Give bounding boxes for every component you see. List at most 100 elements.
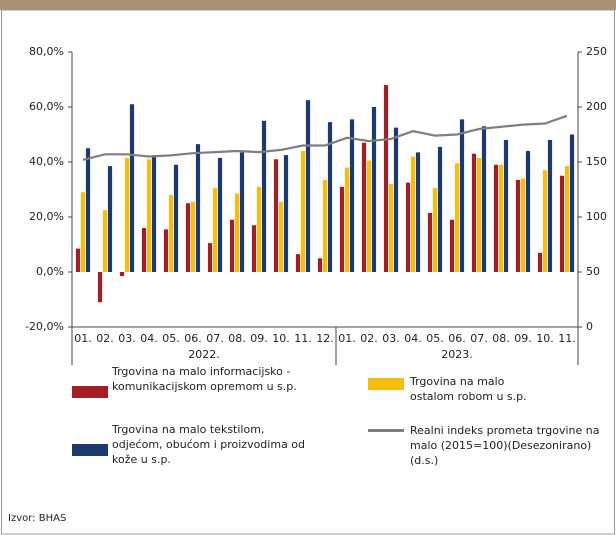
bar	[559, 175, 565, 272]
bar	[569, 134, 575, 272]
bar	[124, 157, 130, 272]
x-group-label: 2022.	[188, 348, 220, 361]
x-tick-label: 10.	[272, 332, 290, 345]
bar	[344, 167, 350, 272]
bar	[317, 258, 323, 272]
bar	[168, 195, 174, 272]
y2-tick-label: 150	[586, 155, 607, 168]
bar	[273, 159, 279, 272]
bar	[393, 127, 399, 272]
x-tick-label: 03.	[118, 332, 136, 345]
x-tick-label: 05.	[162, 332, 180, 345]
y2-tick-label: 100	[586, 210, 607, 223]
x-tick-label: 06.	[448, 332, 466, 345]
x-tick-label: 01.	[338, 332, 356, 345]
bar	[278, 201, 284, 272]
bar	[547, 140, 553, 272]
bar	[339, 186, 345, 272]
x-tick-label: 08.	[492, 332, 510, 345]
bar	[256, 186, 262, 272]
bar	[190, 201, 196, 272]
bar	[327, 122, 333, 272]
bar	[207, 243, 213, 272]
legend-swatch	[368, 378, 404, 390]
legend-swatch	[72, 386, 108, 398]
legend-label: Trgovina na malo tekstilom, odjećom, obu…	[112, 423, 306, 466]
bar	[229, 219, 235, 272]
bar	[295, 254, 301, 272]
legend-swatch	[368, 429, 404, 432]
x-tick-label: 09.	[250, 332, 268, 345]
x-tick-label: 02.	[96, 332, 114, 345]
x-tick-label: 07.	[206, 332, 224, 345]
legend-label: Realni indeks prometa trgovine na malo (…	[410, 424, 600, 467]
x-tick-label: 09.	[514, 332, 532, 345]
x-tick-label: 04.	[404, 332, 422, 345]
bar	[471, 153, 477, 272]
bar	[388, 184, 394, 272]
bar	[525, 151, 531, 272]
y-tick-label: 20,0%	[29, 210, 64, 223]
bar	[261, 120, 267, 272]
bar	[542, 170, 548, 272]
bar	[141, 228, 147, 272]
bar	[239, 152, 245, 272]
bar	[520, 178, 526, 272]
legend-label: Trgovina na malo ostalom robom u s.p.	[410, 375, 527, 403]
bar	[432, 188, 438, 272]
y2-tick-label: 200	[586, 100, 607, 113]
y2-tick-label: 50	[586, 265, 600, 278]
bar	[129, 104, 135, 272]
line	[82, 114, 568, 161]
x-tick-label: 11.	[294, 332, 312, 345]
bar	[371, 107, 377, 272]
bar	[498, 164, 504, 272]
bar	[361, 142, 367, 272]
bar	[349, 119, 355, 272]
bar	[493, 164, 499, 272]
bar	[305, 100, 311, 272]
bar	[366, 160, 372, 272]
x-tick-label: 11.	[558, 332, 576, 345]
x-tick-label: 07.	[470, 332, 488, 345]
bar	[212, 188, 218, 272]
bar	[476, 157, 482, 272]
bar	[383, 85, 389, 272]
y2-tick-label: 250	[586, 45, 607, 58]
bar	[459, 119, 465, 272]
bar	[405, 182, 411, 272]
x-group-label: 2023.	[441, 348, 473, 361]
bar	[119, 272, 125, 277]
bar	[515, 179, 521, 272]
x-tick-label: 02.	[360, 332, 378, 345]
x-tick-label: 06.	[184, 332, 202, 345]
bar	[427, 212, 433, 272]
x-tick-label: 05.	[426, 332, 444, 345]
bar	[163, 229, 169, 272]
y-tick-label: -20,0%	[25, 320, 64, 333]
bar	[85, 148, 91, 272]
top-band	[0, 0, 616, 10]
bar	[437, 146, 443, 272]
bar	[217, 157, 223, 272]
x-tick-label: 12.	[316, 332, 334, 345]
y-tick-label: 40,0%	[29, 155, 64, 168]
x-tick-label: 08.	[228, 332, 246, 345]
bar	[97, 272, 103, 303]
x-tick-label: 04.	[140, 332, 158, 345]
legend-label: Trgovina na malo informacijsko - komunik…	[112, 365, 297, 393]
bar	[185, 203, 191, 272]
bar	[80, 192, 86, 272]
bar	[537, 252, 543, 272]
bar	[322, 179, 328, 272]
bar	[75, 248, 81, 272]
y-tick-label: 0,0%	[36, 265, 64, 278]
y-tick-label: 60,0%	[29, 100, 64, 113]
bar	[449, 219, 455, 272]
bar	[283, 155, 289, 272]
legend-swatch	[72, 444, 108, 456]
bar	[234, 193, 240, 272]
x-tick-label: 10.	[536, 332, 554, 345]
bar	[300, 151, 306, 272]
